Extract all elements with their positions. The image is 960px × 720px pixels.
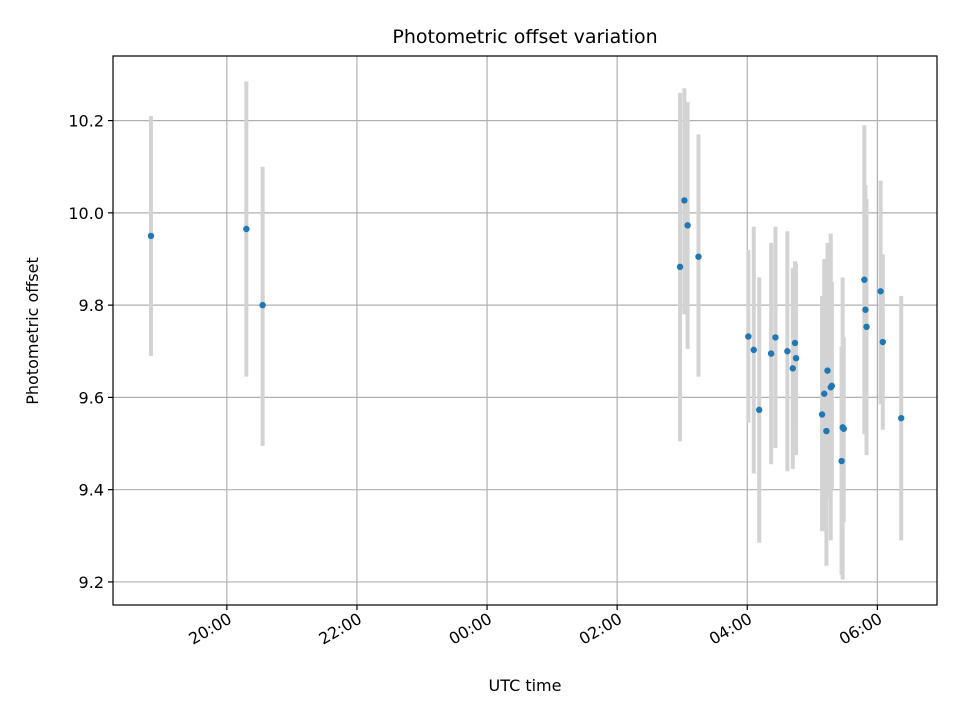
data-point [792,354,800,362]
y-tick-label: 9.6 [79,388,104,407]
data-point [824,367,831,374]
data-point [879,338,886,346]
y-tick-label: 9.2 [79,573,104,592]
data-point [828,382,836,390]
data-point [791,339,799,347]
data-point [750,346,757,354]
data-point [684,222,691,229]
chart-title: Photometric offset variation [392,26,657,48]
data-points [147,197,905,465]
data-point [784,348,791,355]
data-point [695,253,702,260]
data-point [767,350,775,357]
data-point [745,333,752,340]
y-tick-label: 10.0 [68,204,104,223]
data-point [898,414,905,422]
data-point [821,390,828,397]
data-point [755,406,763,414]
data-point [862,306,869,313]
data-point [838,457,845,465]
data-point [789,365,796,372]
y-tick-label: 9.8 [79,296,104,315]
data-point [818,411,826,418]
data-point [823,427,830,435]
data-point [772,334,779,341]
data-point [840,425,847,432]
data-point [877,288,884,295]
data-point [863,323,870,331]
data-point [259,301,266,309]
y-tick-label: 9.4 [79,481,104,500]
y-tick-label: 10.2 [68,112,104,131]
x-axis-label: UTC time [489,676,562,695]
y-axis-label: Photometric offset [23,257,42,405]
data-point [147,232,155,240]
grid [113,56,937,605]
plot-frame [112,55,938,606]
data-point [676,263,684,271]
data-point [861,276,868,283]
data-point [681,197,688,204]
data-point [243,225,250,233]
